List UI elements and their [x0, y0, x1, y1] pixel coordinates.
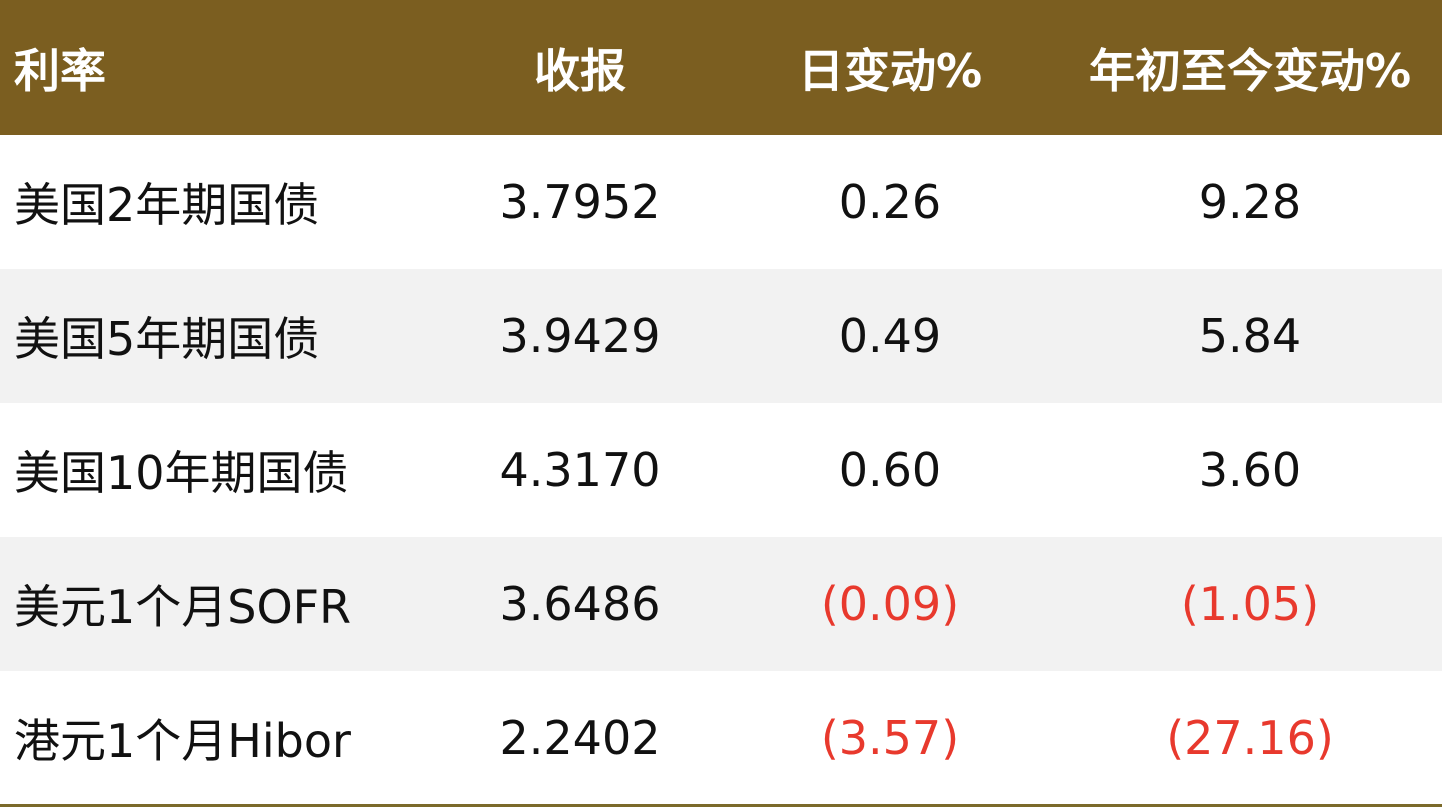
value-cell: 3.60 [1198, 443, 1302, 497]
value-cell: 4.3170 [499, 443, 661, 497]
value-cell: 0.26 [838, 175, 942, 229]
header-cell: 利率 [14, 43, 106, 98]
header-cell: 收报 [534, 43, 626, 98]
table-row: 美国10年期国债 4.3170 0.60 3.60 [0, 403, 1442, 537]
value-cell: 5.84 [1198, 309, 1302, 363]
header-cell: 年初至今变动% [1088, 43, 1412, 98]
rate-name: 美国2年期国债 [14, 178, 320, 232]
table-row: 美国5年期国债 3.9429 0.49 5.84 [0, 269, 1442, 403]
value-cell: 0.60 [838, 443, 942, 497]
value-cell: (0.09) [820, 577, 960, 631]
value-cell: 2.2402 [499, 711, 661, 765]
header-cell: 日变动% [797, 43, 983, 98]
header-row: 利率 收报 日变动% 年初至今变动% [0, 0, 1442, 135]
value-cell: 0.49 [838, 309, 942, 363]
value-cell: (27.16) [1166, 711, 1334, 765]
rate-name: 美元1个月SOFR [14, 580, 352, 634]
bottom-rule [0, 804, 1442, 807]
value-cell: 3.7952 [499, 175, 661, 229]
value-cell: (3.57) [820, 711, 960, 765]
table-row: 港元1个月Hibor 2.2402 (3.57) (27.16) [0, 671, 1442, 805]
rate-name: 港元1个月Hibor [14, 714, 351, 768]
value-cell: 3.6486 [499, 577, 661, 631]
value-cell: 9.28 [1198, 175, 1302, 229]
rate-name: 美国10年期国债 [14, 446, 349, 500]
table-row: 美元1个月SOFR 3.6486 (0.09) (1.05) [0, 537, 1442, 671]
rate-name: 美国5年期国债 [14, 312, 320, 366]
value-cell: (1.05) [1180, 577, 1320, 631]
value-cell: 3.9429 [499, 309, 661, 363]
table-row: 美国2年期国债 3.7952 0.26 9.28 [0, 135, 1442, 269]
